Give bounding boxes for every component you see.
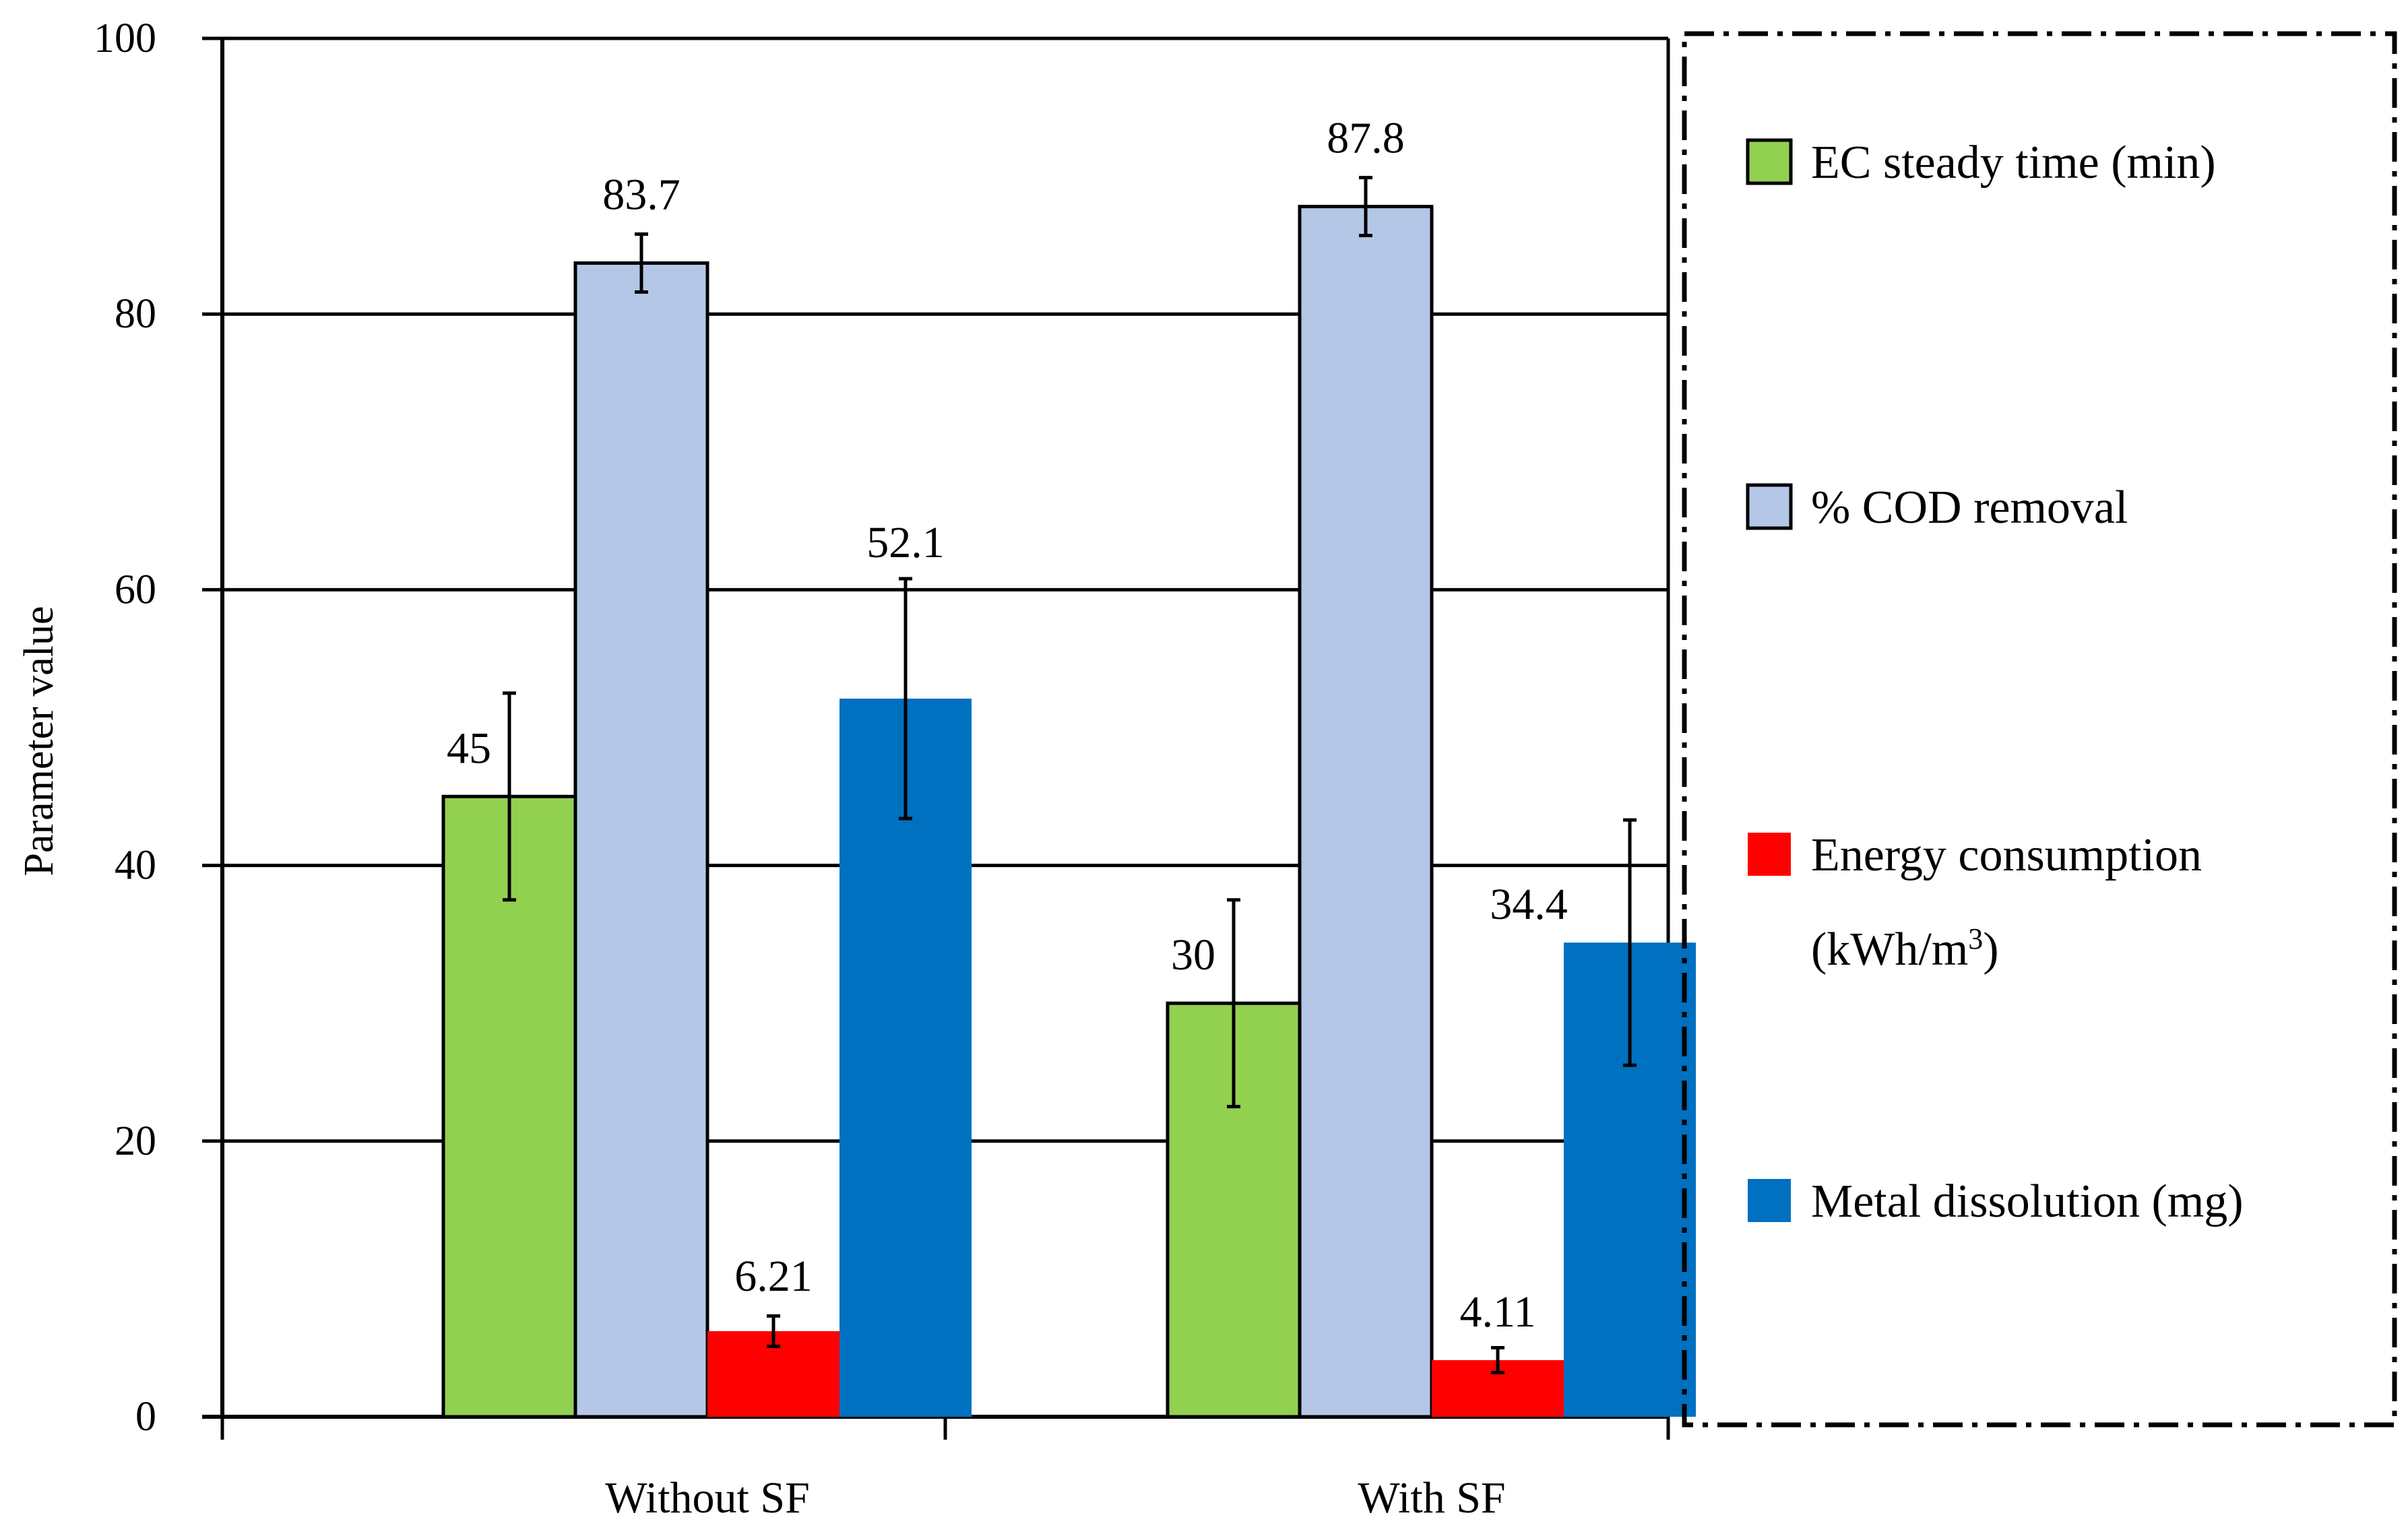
legend-label-3: Metal dissolution (mg) bbox=[1811, 1176, 2244, 1227]
data-label-s2-c1: 4.11 bbox=[1459, 1287, 1535, 1337]
legend-swatch-3 bbox=[1748, 1179, 1791, 1222]
data-label-s3-c1: 34.4 bbox=[1490, 880, 1568, 929]
legend-label-1: % COD removal bbox=[1811, 482, 2128, 534]
data-label-s1-c0: 83.7 bbox=[602, 170, 680, 219]
legend-label-0: EC steady time (min) bbox=[1811, 137, 2216, 189]
y-tick-label-60: 60 bbox=[115, 567, 156, 612]
legend-label-2-line2: (kWh/m3) bbox=[1811, 922, 1999, 976]
data-label-s1-c1: 87.8 bbox=[1327, 114, 1405, 163]
data-label-s0-c0: 45 bbox=[447, 724, 491, 773]
y-tick-label-0: 0 bbox=[135, 1394, 156, 1440]
data-label-s3-c0: 52.1 bbox=[866, 518, 945, 567]
legend-label-2: Energy consumption bbox=[1811, 829, 2202, 881]
data-label-s0-c1: 30 bbox=[1171, 930, 1215, 980]
x-category-label-0: Without SF bbox=[605, 1473, 810, 1523]
legend-swatch-0 bbox=[1746, 138, 1793, 185]
y-tick-label-20: 20 bbox=[115, 1118, 156, 1164]
legend-box bbox=[1682, 31, 2397, 1428]
bar-s1-c1 bbox=[1298, 205, 1434, 1419]
y-tick-label-40: 40 bbox=[115, 843, 156, 889]
y-tick-label-80: 80 bbox=[115, 291, 156, 337]
legend-swatch-2 bbox=[1748, 833, 1791, 876]
bar-s1-c0 bbox=[573, 261, 709, 1419]
data-label-s2-c0: 6.21 bbox=[734, 1252, 813, 1301]
legend-swatch-1 bbox=[1746, 483, 1793, 530]
x-category-label-1: With SF bbox=[1358, 1473, 1505, 1523]
y-tick-label-100: 100 bbox=[94, 15, 156, 61]
y-axis-title: Parameter value bbox=[16, 606, 62, 876]
